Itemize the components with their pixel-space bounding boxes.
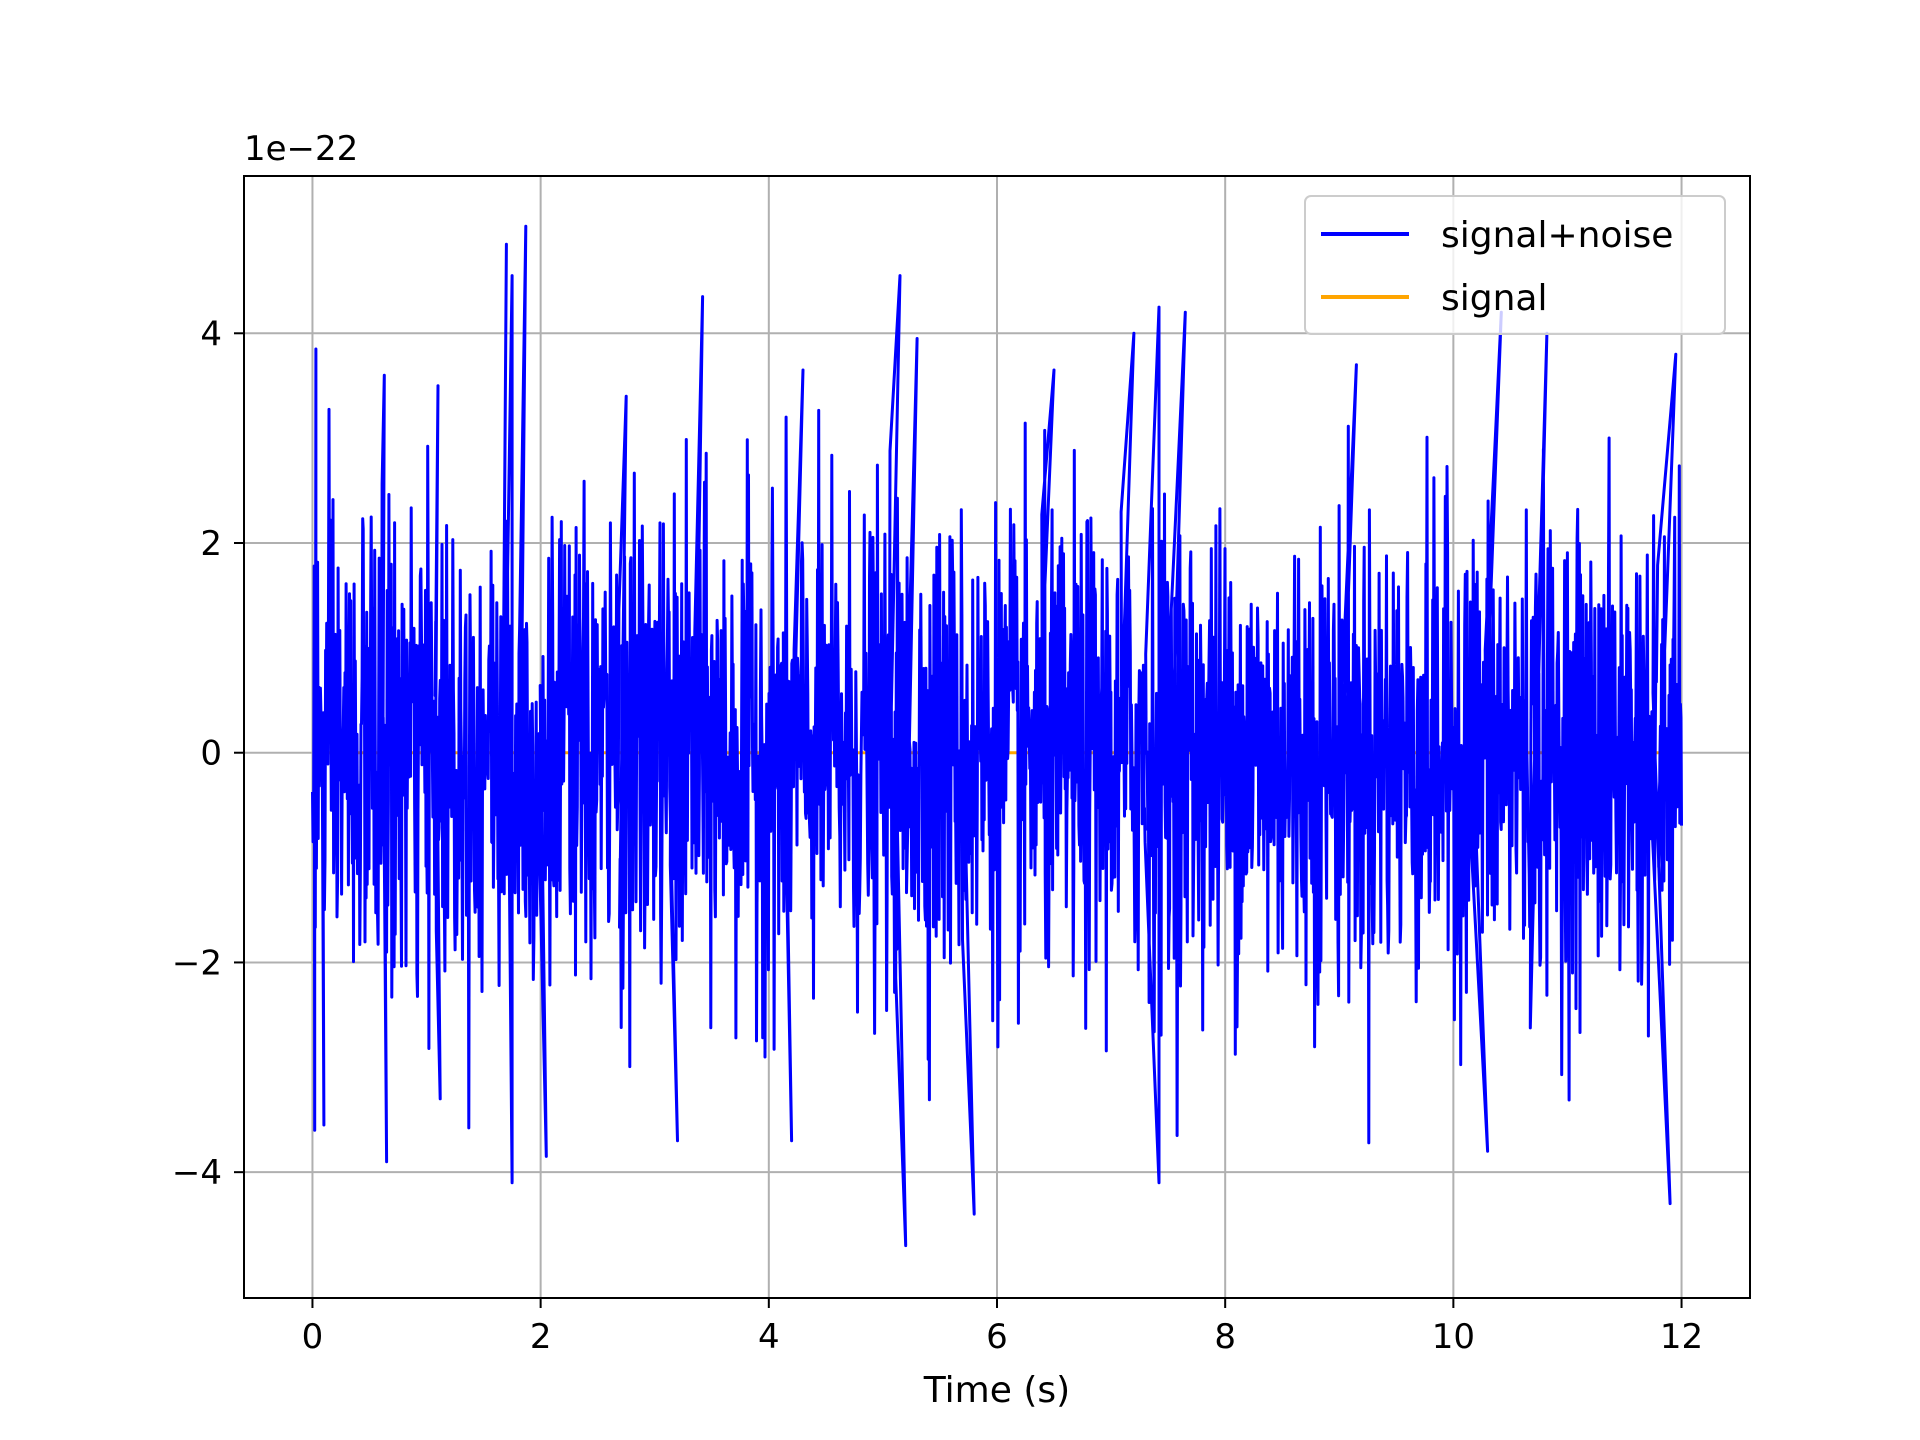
x-axis: 0 2 4 6 8 10 12 <box>302 1298 1703 1357</box>
y-tick-label-2: 0 <box>200 734 222 774</box>
x-tick-label-0: 0 <box>302 1317 324 1357</box>
x-tick-label-2: 4 <box>758 1317 780 1357</box>
y-tick-label-3: 2 <box>200 524 222 564</box>
x-tick-label-4: 8 <box>1214 1317 1236 1357</box>
x-tick-label-6: 12 <box>1660 1317 1703 1357</box>
series-line-signal-noise <box>311 224 1683 1248</box>
legend-box <box>1304 195 1726 335</box>
y-tick-label-0: −4 <box>172 1153 222 1193</box>
legend-label-signal: signal <box>1441 278 1548 319</box>
x-tick-label-5: 10 <box>1432 1317 1475 1357</box>
series-layer <box>311 224 1683 1248</box>
y-tick-label-1: −2 <box>172 943 222 983</box>
legend-label-signal-noise: signal+noise <box>1441 215 1673 256</box>
legend: signal+noise signal <box>1304 195 1726 335</box>
x-axis-label: Time (s) <box>923 1370 1070 1411</box>
y-offset-label: 1e−22 <box>244 129 358 169</box>
x-tick-label-1: 2 <box>530 1317 552 1357</box>
y-tick-label-4: 4 <box>200 314 222 354</box>
y-axis: −4 −2 0 2 4 <box>172 314 244 1193</box>
x-tick-label-3: 6 <box>986 1317 1008 1357</box>
